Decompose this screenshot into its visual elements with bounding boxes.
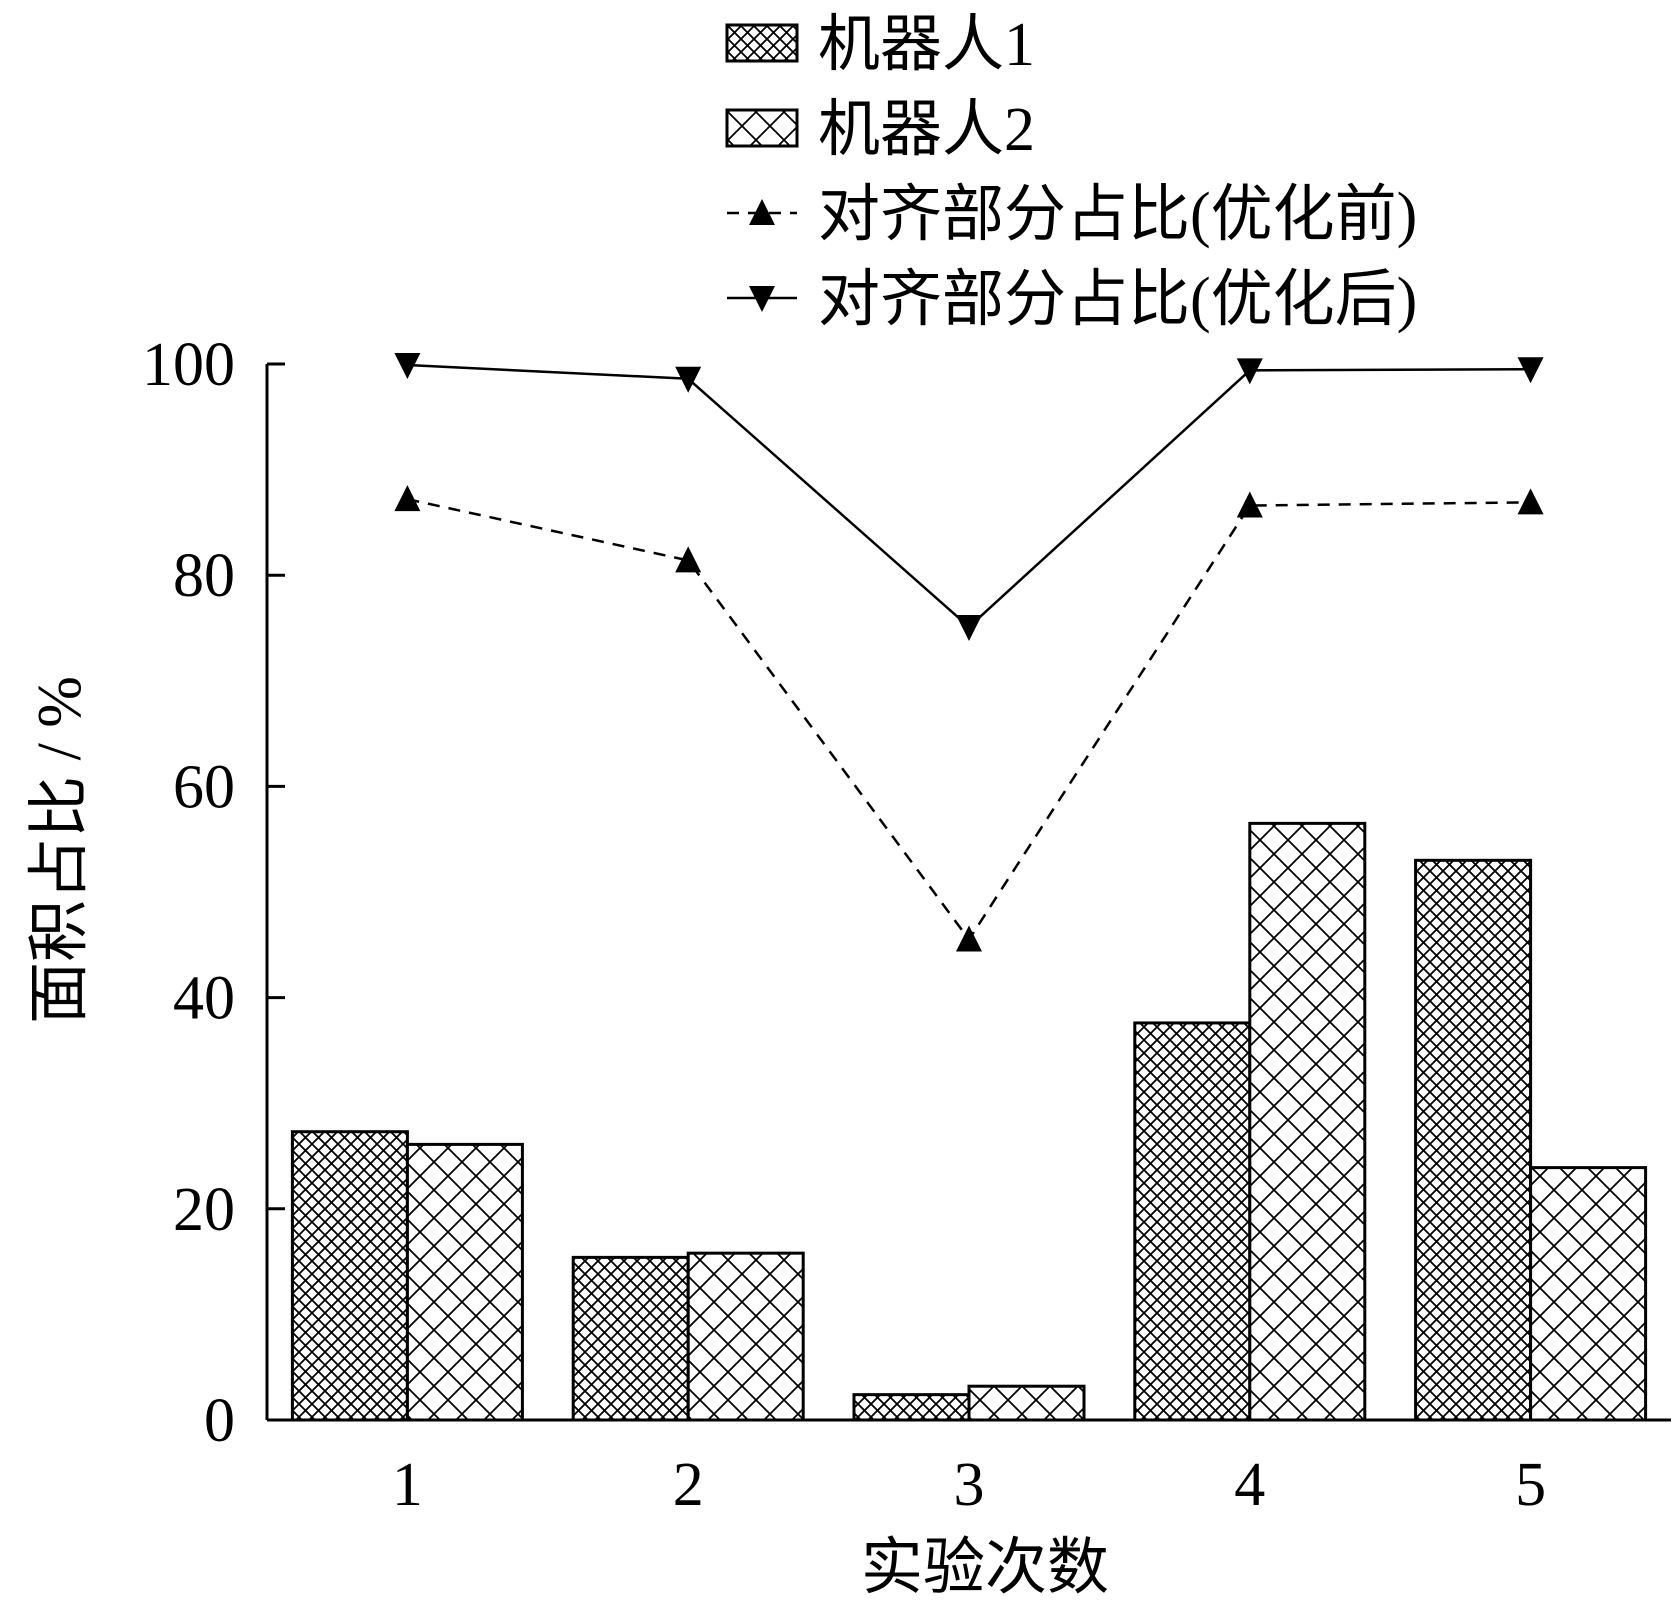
legend: 机器人1 机器人2 对齐部分占比(优化前) 对齐部分占比(优化后) (725, 11, 1417, 334)
bar (405, 1142, 524, 1422)
y-tick-label: 0 (204, 1387, 235, 1455)
x-tick-label: 5 (1515, 1451, 1546, 1519)
bar-group (290, 821, 1648, 1422)
legend-label: 机器人2 (818, 96, 1035, 164)
legend-label: 对齐部分占比(优化后) (818, 266, 1417, 334)
legend-swatch (725, 108, 799, 148)
x-tick-label: 3 (954, 1451, 985, 1519)
y-tick-label: 60 (173, 753, 235, 821)
data-point-marker (956, 614, 982, 641)
bar (571, 1255, 690, 1422)
data-point-marker (1236, 491, 1263, 518)
data-point-marker (956, 925, 982, 952)
bar (1529, 1166, 1648, 1422)
y-tick-label: 20 (173, 1176, 235, 1244)
series-line (407, 363, 1531, 629)
data-point-marker (394, 353, 421, 380)
line-group (394, 353, 1544, 952)
data-point-marker (1236, 358, 1263, 385)
data-point-marker (1517, 357, 1544, 384)
data-point-marker (675, 546, 702, 573)
y-tick-label: 40 (173, 965, 235, 1033)
data-point-marker (1517, 488, 1544, 515)
bar (1133, 1021, 1252, 1422)
y-tick-label: 100 (142, 331, 235, 399)
bar (967, 1384, 1086, 1422)
x-tick-label: 2 (673, 1451, 704, 1519)
legend-marker (749, 199, 775, 225)
bar (1414, 858, 1533, 1422)
legend-swatch (725, 23, 799, 63)
legend-label: 对齐部分占比(优化前) (818, 181, 1417, 249)
x-tick-label: 4 (1234, 1451, 1265, 1519)
x-ticks: 1 2 3 4 5 (392, 1451, 1546, 1519)
x-tick-label: 1 (392, 1451, 423, 1519)
y-ticks: 0 20 40 60 80 100 (142, 331, 285, 1455)
y-axis-label: 面积占比 / % (26, 676, 94, 1024)
bar (686, 1251, 805, 1422)
data-point-marker (394, 485, 421, 512)
bar (290, 1130, 409, 1422)
data-point-marker (675, 366, 702, 393)
x-axis-label: 实验次数 (861, 1534, 1109, 1602)
legend-marker (749, 286, 775, 312)
legend-label: 机器人1 (818, 11, 1035, 79)
bar (852, 1393, 971, 1422)
bar (1248, 821, 1367, 1422)
axes (265, 364, 1671, 1422)
y-tick-label: 80 (173, 542, 235, 610)
